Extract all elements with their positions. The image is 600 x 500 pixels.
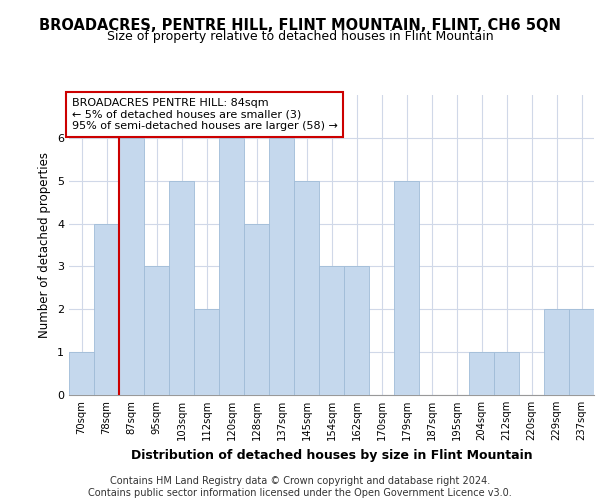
Bar [219,138,244,395]
Bar [469,352,494,395]
Text: BROADACRES, PENTRE HILL, FLINT MOUNTAIN, FLINT, CH6 5QN: BROADACRES, PENTRE HILL, FLINT MOUNTAIN,… [39,18,561,32]
Bar [119,138,144,395]
Bar [269,138,294,395]
Bar [294,180,319,395]
Bar [319,266,344,395]
Bar [94,224,119,395]
Text: BROADACRES PENTRE HILL: 84sqm
← 5% of detached houses are smaller (3)
95% of sem: BROADACRES PENTRE HILL: 84sqm ← 5% of de… [71,98,337,131]
Bar [569,310,594,395]
Bar [169,180,194,395]
Bar [494,352,519,395]
Bar [144,266,169,395]
X-axis label: Distribution of detached houses by size in Flint Mountain: Distribution of detached houses by size … [131,448,532,462]
Text: Size of property relative to detached houses in Flint Mountain: Size of property relative to detached ho… [107,30,493,43]
Bar [344,266,369,395]
Bar [194,310,219,395]
Y-axis label: Number of detached properties: Number of detached properties [38,152,52,338]
Bar [244,224,269,395]
Bar [544,310,569,395]
Bar [394,180,419,395]
Text: Contains HM Land Registry data © Crown copyright and database right 2024.
Contai: Contains HM Land Registry data © Crown c… [88,476,512,498]
Bar [69,352,94,395]
